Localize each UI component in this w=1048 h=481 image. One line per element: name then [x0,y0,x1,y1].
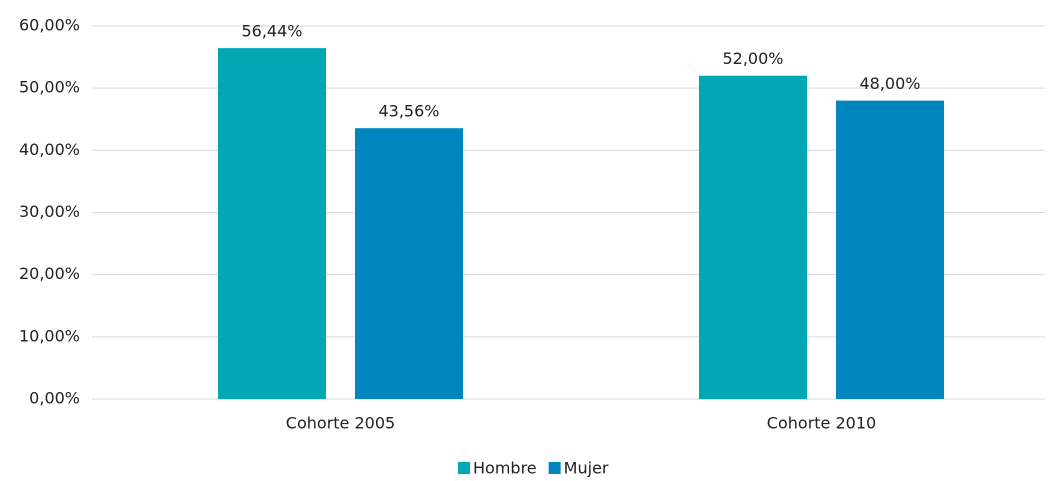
y-tick-label: 10,00% [19,326,80,345]
data-label: 43,56% [378,102,439,121]
y-tick-label: 30,00% [19,202,80,221]
x-tick-label: Cohorte 2010 [767,414,876,433]
data-label: 52,00% [722,49,783,68]
data-label: 56,44% [241,22,302,41]
y-tick-label: 0,00% [29,389,80,408]
y-tick-label: 60,00% [19,16,80,35]
legend-label: Mujer [564,459,609,478]
legend-label: Hombre [473,459,537,478]
bar [218,48,326,399]
bar [699,75,807,399]
data-label: 48,00% [859,74,920,93]
y-tick-label: 50,00% [19,78,80,97]
y-tick-label: 20,00% [19,264,80,283]
legend-swatch [458,462,470,474]
y-tick-label: 40,00% [19,140,80,159]
legend-swatch [548,462,561,474]
bar [355,128,463,399]
x-tick-label: Cohorte 2005 [286,414,395,433]
bar [836,100,944,399]
